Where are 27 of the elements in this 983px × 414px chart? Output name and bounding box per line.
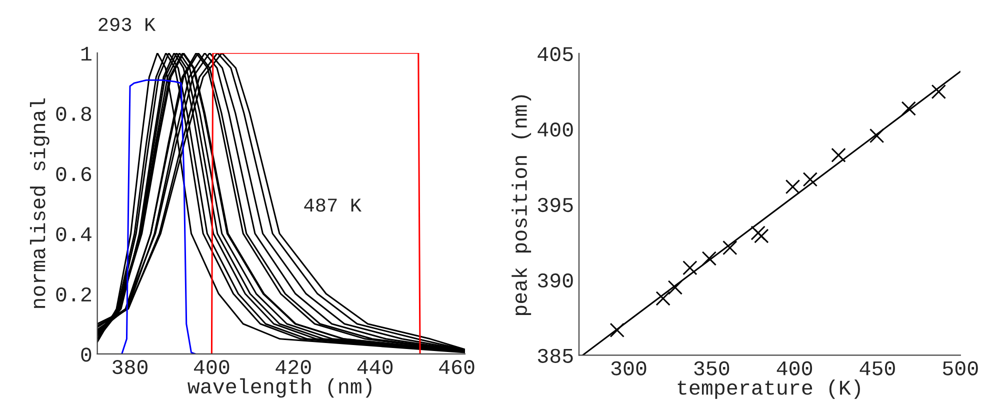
x-tick-label: 350 — [694, 361, 730, 376]
y-tick-label: 0.6 — [56, 166, 92, 182]
y-tick-label: 405 — [538, 47, 573, 62]
y-tick-label: 1 — [81, 46, 92, 61]
y-tick-label: 400 — [538, 122, 573, 137]
x-tick-label: 460 — [439, 360, 474, 374]
y-axis-title: normalised signal — [30, 98, 50, 308]
x-tick-label: 300 — [611, 361, 646, 376]
y-tick-label: 0.2 — [56, 287, 91, 302]
x-tick-label: 380 — [112, 360, 148, 374]
x-tick-label: 440 — [357, 360, 393, 374]
y-tick-label: 390 — [538, 273, 573, 288]
x-tick-label: 500 — [942, 361, 978, 376]
x-tick-label: 420 — [276, 360, 311, 374]
x-tick-label: 450 — [860, 361, 895, 376]
y-axis-title: peak position (nm) — [512, 95, 532, 316]
x-tick-label: 400 — [776, 361, 812, 376]
text: 293 K — [98, 18, 156, 32]
annotation: 487 K — [304, 198, 362, 212]
x-axis-title: wavelength (nm) — [188, 378, 372, 398]
x-tick-label: 400 — [194, 360, 230, 374]
y-tick-label: 385 — [538, 348, 573, 363]
x-axis-title: temperature (K) — [678, 379, 860, 399]
y-tick-label: 0 — [81, 348, 92, 362]
y-tick-label: 0.8 — [56, 106, 92, 121]
y-tick-label: 0.4 — [56, 227, 92, 242]
y-tick-label: 395 — [538, 198, 573, 212]
